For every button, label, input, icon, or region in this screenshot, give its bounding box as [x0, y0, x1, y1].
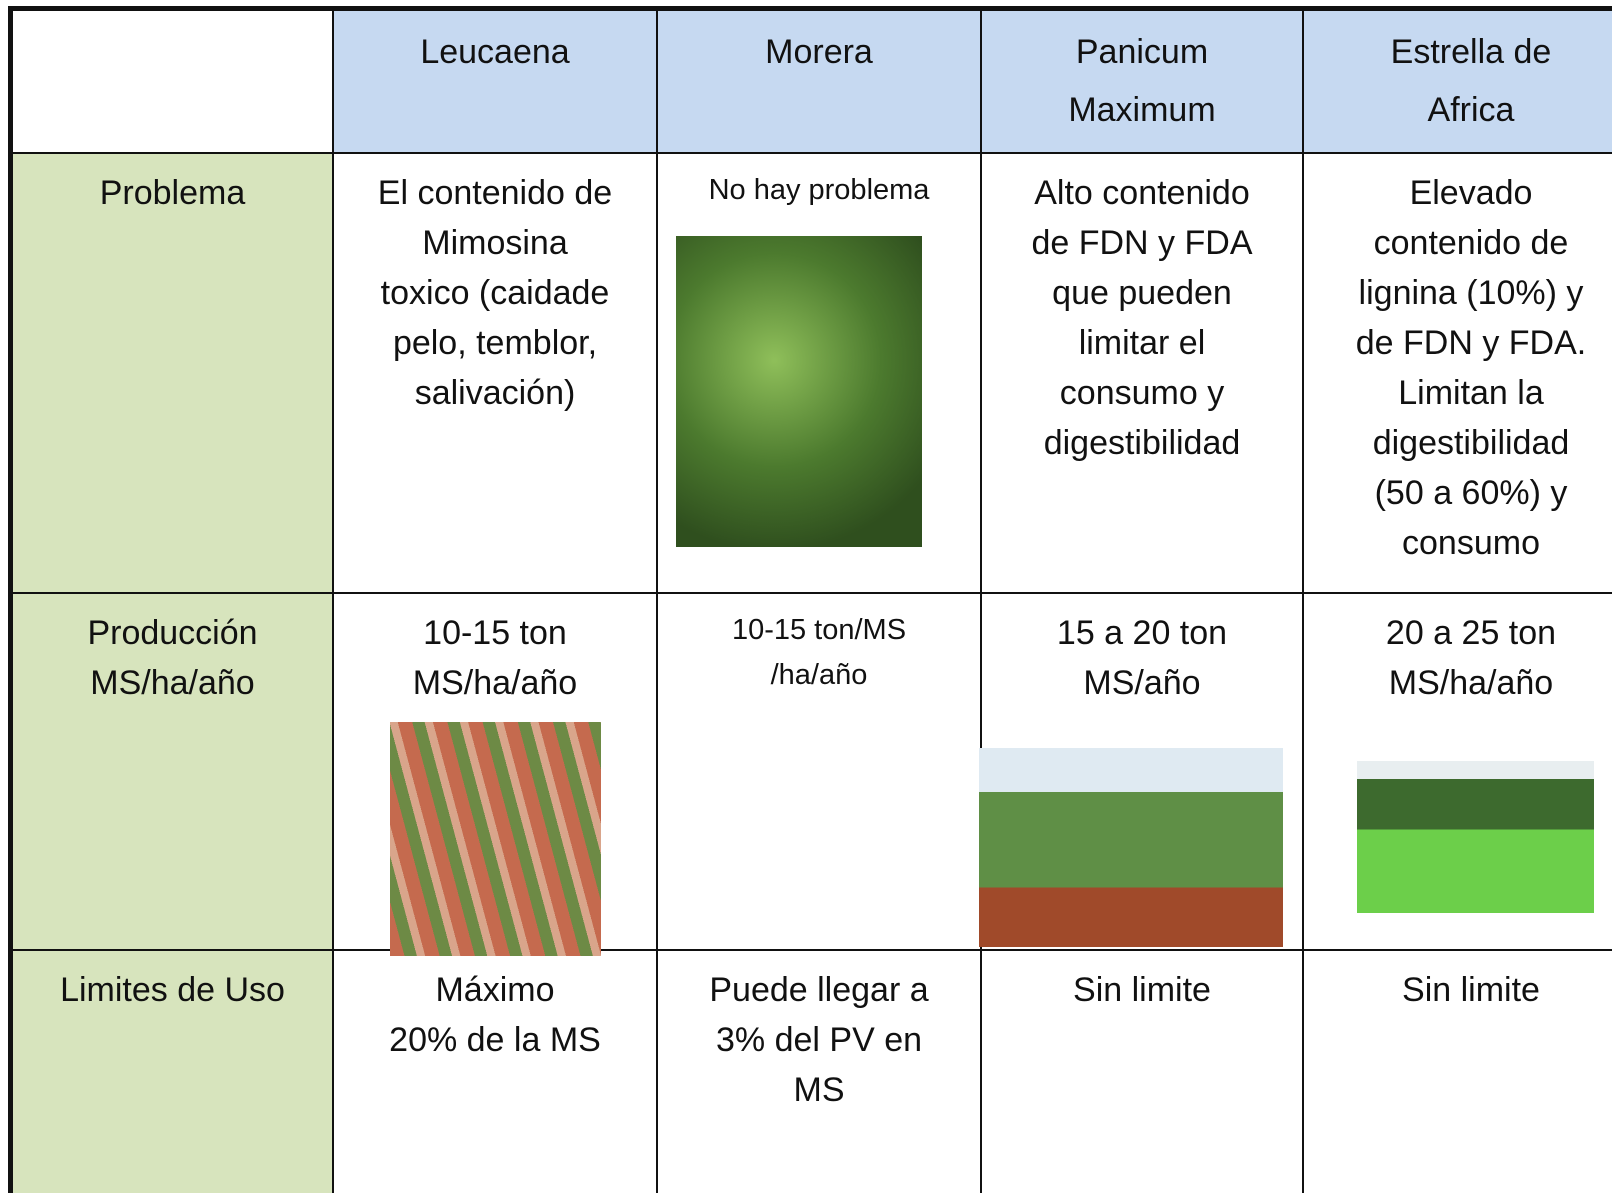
morera-photo	[676, 236, 922, 547]
cell-text: salivación)	[414, 374, 576, 412]
table-cell: No hay problema	[658, 154, 982, 594]
table-cell: 10-15 ton/MS/ha/año	[658, 594, 982, 951]
table-cell: Elevado contenido de lignina (10%) y de FDN…	[1304, 154, 1612, 594]
cell-text: 20% de la MS	[389, 1021, 601, 1059]
cell-text: Maximum	[1068, 91, 1216, 129]
cell-text: 15 a 20 ton	[1056, 614, 1228, 652]
cell-text: MS/ha/año	[412, 664, 578, 702]
cell-text: Máximo	[435, 971, 555, 1009]
cell-text: Producción	[87, 614, 258, 652]
cell-text: MS	[793, 1071, 845, 1109]
cell-text: Mimosina	[422, 224, 568, 262]
table-cell: 15 a 20 ton MS/año	[982, 594, 1304, 951]
table-cell: Estrella de Africa	[1304, 11, 1612, 154]
table-cell: Morera	[658, 11, 982, 154]
cell-text: lignina (10%) y	[1358, 274, 1584, 312]
table-cell: Sin limite	[982, 951, 1304, 1193]
table-cell: Problema	[13, 154, 334, 594]
cell-text: Sin limite	[1073, 971, 1211, 1009]
estrella-photo	[1357, 761, 1594, 913]
table-cell	[13, 11, 334, 154]
cell-text: de FDN y FDA	[1031, 224, 1253, 262]
table-cell: Máximo 20% de la MS	[334, 951, 658, 1193]
cell-text: MS/ha/año	[90, 664, 255, 702]
cell-text: El contenido de	[377, 174, 613, 212]
cell-text: Limitan la	[1398, 374, 1544, 412]
cell-text: MS/año	[1083, 664, 1201, 702]
cell-text: (50 a 60%) y	[1374, 474, 1568, 512]
top-border	[8, 6, 1612, 11]
table-cell: Producción MS/ha/año	[13, 594, 334, 951]
cell-text: Leucaena	[420, 33, 570, 71]
cell-text: toxico (caidade	[380, 274, 610, 312]
cell-text: Elevado	[1409, 174, 1533, 212]
cell-text: Sin limite	[1402, 971, 1540, 1009]
cell-text: Problema	[99, 174, 246, 212]
cell-text: limitar el	[1078, 324, 1206, 362]
table-cell: Sin limite	[1304, 951, 1612, 1193]
cell-text: Limites de Uso	[60, 971, 285, 1009]
cell-text: Panicum	[1075, 33, 1209, 71]
table-cell: Leucaena	[334, 11, 658, 154]
cell-text: No hay problema	[708, 174, 930, 206]
cell-text: 20 a 25 ton	[1385, 614, 1557, 652]
cell-text: contenido de	[1373, 224, 1569, 262]
table-cell: Panicum Maximum	[982, 11, 1304, 154]
cell-text: 10-15 ton	[423, 614, 567, 652]
cell-text: Morera	[765, 33, 873, 71]
panicum-photo	[979, 748, 1283, 947]
table-cell: El contenido de Mimosina toxico (caidade pe…	[334, 154, 658, 594]
cell-text: que pueden	[1052, 274, 1232, 312]
cell-text: Africa	[1427, 91, 1515, 129]
table-cell: Puede llegar a 3% del PV en MS	[658, 951, 982, 1193]
cell-text: consumo	[1402, 524, 1540, 562]
table-cell: Alto contenido de FDN y FDA que pueden limi…	[982, 154, 1304, 594]
cell-text: Estrella de	[1390, 33, 1552, 71]
cell-text: consumo y	[1059, 374, 1225, 412]
cell-text: digestibilidad	[1043, 424, 1241, 462]
cell-text: 10-15 ton/MS	[731, 614, 907, 646]
cell-text: Alto contenido	[1034, 174, 1250, 212]
leucaena-photo	[390, 722, 601, 956]
cell-text: MS/ha/año	[1388, 664, 1554, 702]
left-border	[8, 6, 13, 1193]
cell-text: pelo, temblor,	[392, 324, 598, 362]
cell-text: digestibilidad	[1372, 424, 1570, 462]
cell-text: /ha/año	[770, 659, 868, 691]
cell-text: de FDN y FDA.	[1355, 324, 1587, 362]
table-cell: 20 a 25 ton MS/ha/año	[1304, 594, 1612, 951]
table-cell: Limites de Uso	[13, 951, 334, 1193]
cell-text: Puede llegar a	[709, 971, 929, 1009]
cell-text: 3% del PV en	[715, 1021, 923, 1059]
